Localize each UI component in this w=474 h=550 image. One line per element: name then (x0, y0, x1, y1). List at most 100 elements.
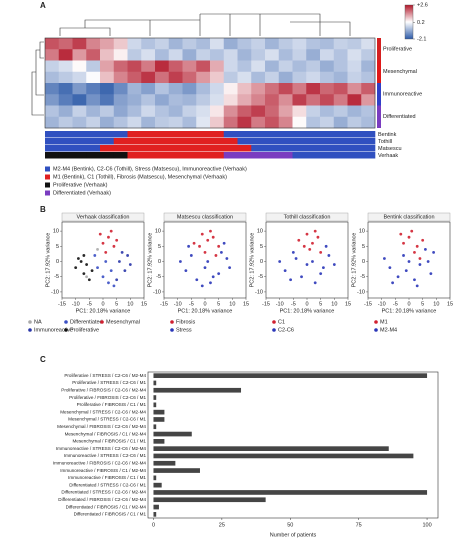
heat-cell (86, 83, 101, 95)
track-cell (196, 131, 211, 138)
point (203, 251, 207, 254)
y-tick-label: 5 (362, 244, 365, 250)
track-cell (72, 138, 87, 145)
y-tick-label: Proliferative / FIBROSIS / C2-C6 / M2-M4 (61, 387, 146, 392)
point (217, 272, 221, 276)
x-tick-label: 5 (421, 301, 424, 307)
heat-cell (113, 83, 128, 95)
track-cell (155, 138, 170, 145)
track-cell (278, 152, 293, 159)
track-cell (72, 152, 87, 159)
heat-cell (237, 105, 252, 118)
heat-cell (333, 49, 348, 61)
heat-cell (292, 83, 307, 95)
track-cell (196, 145, 211, 152)
track-cell (141, 145, 156, 152)
heat-cell (347, 71, 362, 84)
legend-label: Fibrosis (176, 319, 196, 325)
point (294, 257, 298, 260)
track-cell (223, 131, 238, 138)
track-cell (72, 145, 87, 152)
bar (153, 446, 389, 451)
x-tick-label: -5 (87, 301, 92, 307)
legend-label: C1 (278, 319, 285, 325)
plot-title: Matsescu classification (177, 214, 233, 220)
heat-cell (196, 49, 211, 61)
heat-cell (320, 71, 335, 84)
legend-marker (100, 320, 104, 324)
track-cell (141, 131, 156, 138)
heat-cell (86, 60, 101, 73)
x-axis-label: PC1: 20.18% variance (382, 308, 437, 314)
track-cell (113, 145, 128, 152)
title-strip (265, 212, 349, 222)
heat-cell (237, 38, 252, 50)
point (184, 269, 188, 273)
plot-frame (367, 221, 451, 299)
y-tick-label: Immunoreactive / FIBROSIS / C2-C6 / M2-M… (53, 460, 147, 465)
heat-cell (333, 105, 348, 118)
x-tick-label: 5 (217, 301, 220, 307)
heat-cell (45, 71, 60, 84)
heat-cell (251, 38, 266, 50)
y-tick-label: 10 (359, 229, 365, 235)
legend-marker (64, 320, 68, 324)
heat-cell (182, 71, 197, 84)
point (195, 278, 199, 282)
point (391, 281, 394, 285)
track-cell (182, 145, 197, 152)
track-cell (210, 145, 225, 152)
heat-cell (278, 49, 293, 61)
x-axis-label: PC1: 20.18% variance (76, 308, 131, 314)
track-cell (320, 145, 335, 152)
track-cell (251, 131, 266, 138)
heat-cell (127, 94, 142, 106)
x-tick-label: 5 (319, 301, 322, 307)
legend-swatch (45, 166, 50, 172)
point (402, 254, 405, 257)
heat-cell (155, 83, 170, 95)
track-cell (113, 131, 128, 138)
track-cell (292, 145, 307, 152)
heat-cell (361, 71, 376, 84)
point (322, 266, 325, 269)
legend-marker (374, 320, 378, 324)
y-tick-label: 0 (362, 259, 365, 265)
legend-marker (272, 320, 276, 324)
heat-cell (223, 83, 238, 95)
track-cell (210, 131, 225, 138)
heat-cell (182, 116, 197, 129)
point (300, 275, 303, 279)
heat-cell (278, 71, 293, 84)
heat-cell (223, 38, 238, 50)
point (118, 260, 121, 263)
x-tick-label: 15 (345, 301, 351, 307)
track-cell (306, 152, 321, 159)
point (128, 263, 132, 266)
track-cell (292, 131, 307, 138)
group-bar (377, 105, 381, 128)
track-cell (278, 138, 293, 145)
point (283, 269, 287, 273)
y-tick-label: -10 (153, 289, 161, 295)
group-label: Immunoreactive (383, 92, 422, 98)
x-tick-label: 0 (305, 301, 308, 307)
group-label: Mesenchymal (383, 69, 417, 75)
point (209, 281, 212, 285)
group-label: Differentiated (383, 114, 416, 120)
heat-cell (196, 38, 211, 50)
track-cell (265, 145, 280, 152)
plot-title: Verhaak classification (77, 214, 130, 220)
heat-cell (196, 83, 211, 95)
point (211, 275, 215, 279)
point (77, 257, 80, 260)
point (104, 251, 108, 254)
track-cell (237, 152, 252, 159)
heat-cell (320, 116, 335, 129)
track-cell (100, 145, 115, 152)
track-cell (306, 138, 321, 145)
heat-cell (306, 94, 321, 106)
track-cell (251, 138, 266, 145)
heat-cell (320, 83, 335, 95)
track-cell (86, 145, 101, 152)
